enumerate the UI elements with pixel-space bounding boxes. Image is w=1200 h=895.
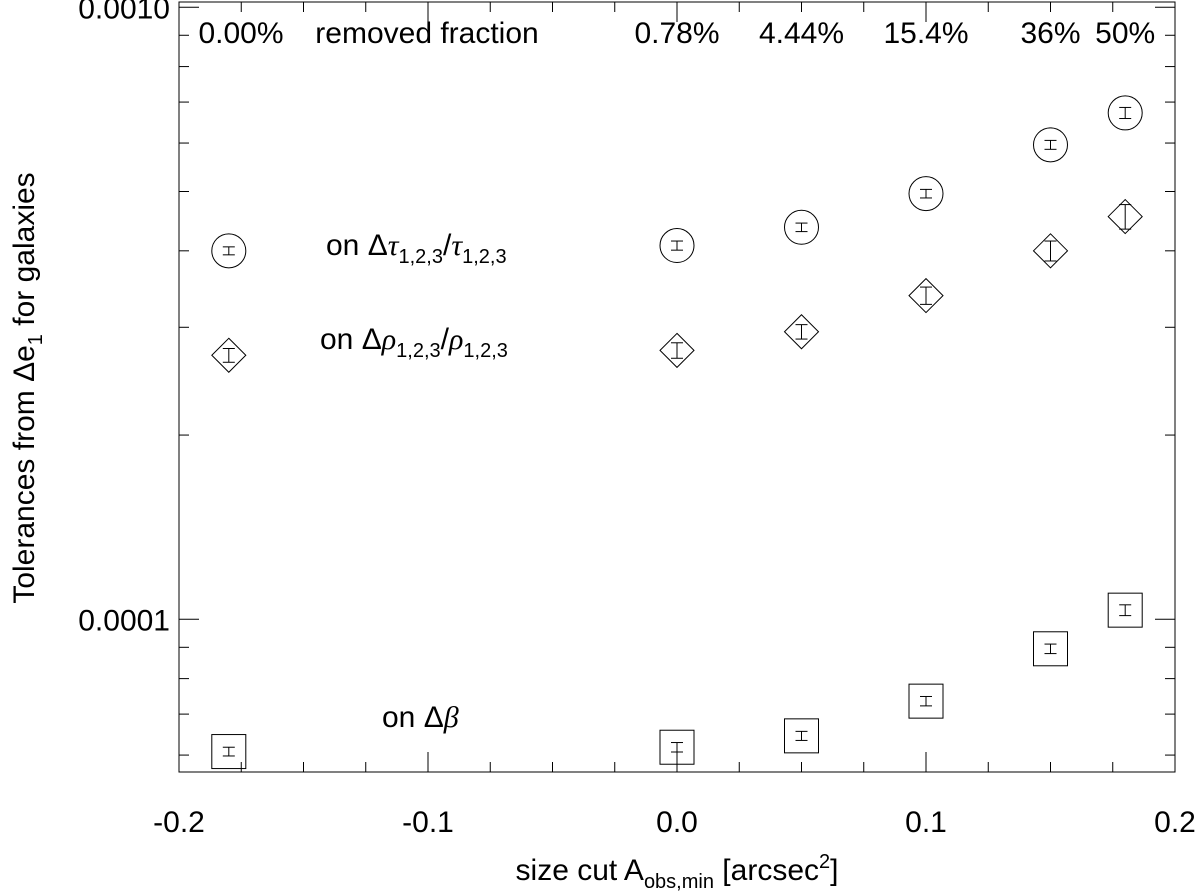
removed-fraction-value: 0.00% — [198, 17, 283, 50]
diamond-marker — [1032, 233, 1069, 269]
circle-marker — [1107, 95, 1143, 131]
x-tick-label: -0.2 — [153, 806, 205, 839]
axis-ticks — [178, 2, 1176, 772]
circle-marker — [211, 233, 247, 269]
y-axis-title: Tolerances from Δe1 for galaxies — [8, 172, 47, 603]
circle-marker — [908, 176, 944, 212]
series-label: on Δρ1,2,3/ρ1,2,3 — [320, 323, 508, 362]
diamond-marker — [1107, 198, 1143, 235]
x-tick-label: 0.0 — [656, 806, 698, 839]
square-marker — [1107, 592, 1143, 628]
removed-fraction-label: removed fraction — [315, 17, 538, 50]
circle-marker — [784, 209, 819, 245]
tick-labels: -0.2 -0.1 0.0 0.1 0.2 0.0001 0.0010 — [78, 0, 1196, 839]
square-marker — [211, 734, 247, 770]
series-label: on Δτ1,2,3/τ1,2,3 — [326, 229, 507, 268]
diamond-marker — [659, 332, 695, 369]
diamond-marker — [908, 277, 944, 314]
circle-marker — [1033, 127, 1068, 163]
diamond-marker — [211, 337, 247, 373]
removed-fraction-value: 0.78% — [634, 17, 719, 50]
x-axis-title: size cut Aobs,min [arcsec2] — [516, 851, 839, 893]
y-tick-label: 0.0001 — [78, 604, 170, 637]
plot-frame — [178, 1, 1176, 773]
x-tick-label: 0.1 — [905, 806, 947, 839]
y-tick-label: 0.0010 — [78, 0, 170, 25]
removed-fraction-value: 15.4% — [883, 17, 968, 50]
x-tick-label: -0.1 — [402, 806, 454, 839]
square-marker — [659, 729, 695, 765]
square-marker — [784, 718, 819, 754]
diamond-marker — [783, 314, 820, 350]
series-label: on Δβ — [382, 701, 459, 734]
circle-marker — [659, 228, 695, 264]
square-marker — [908, 683, 944, 719]
removed-fraction-value: 36% — [1020, 17, 1080, 50]
removed-fraction-value: 4.44% — [759, 17, 844, 50]
data-marks — [211, 95, 1143, 770]
removed-fraction-value: 50% — [1095, 17, 1155, 50]
annotations: 0.00% 0.78% 4.44% 15.4% 36% 50% removed fracti… — [198, 17, 1155, 734]
square-marker — [1033, 631, 1068, 667]
x-tick-label: 0.2 — [1154, 806, 1196, 839]
